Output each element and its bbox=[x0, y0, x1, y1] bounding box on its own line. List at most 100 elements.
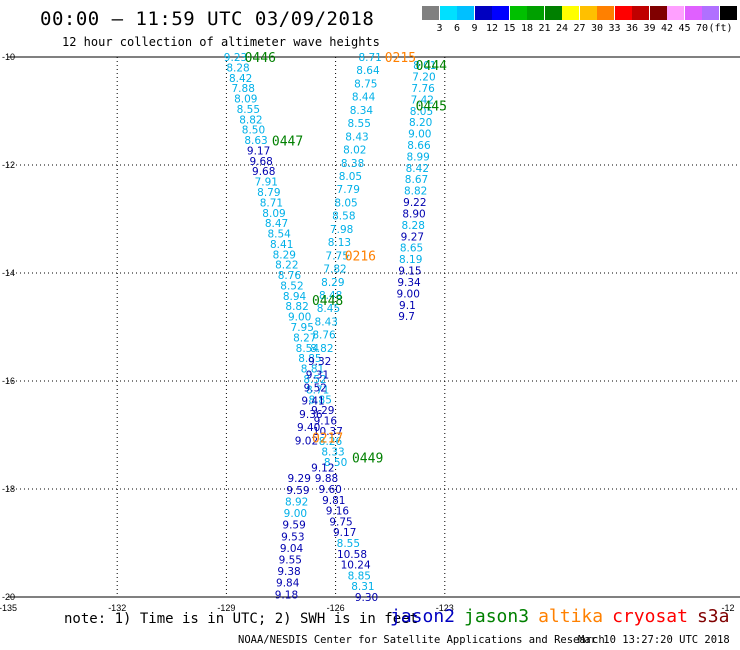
legend-label: 3 bbox=[436, 23, 443, 34]
wave-height-point: 8.29 bbox=[273, 249, 296, 261]
wave-height-point: 8.42 bbox=[229, 73, 252, 85]
wave-height-point: 9.31 bbox=[306, 369, 329, 381]
legend-swatch bbox=[457, 6, 474, 20]
wave-height-point: 8.43 bbox=[345, 131, 368, 143]
wave-height-point: 9.60 bbox=[318, 484, 341, 496]
wave-height-point: 8.66 bbox=[407, 140, 431, 152]
chart-title: 00:00 – 11:59 UTC 03/09/2018 bbox=[40, 8, 375, 30]
x-tick-label: -12 bbox=[721, 603, 734, 613]
wave-height-point: 8.75 bbox=[354, 78, 377, 90]
pass-time-label: 0217 bbox=[312, 432, 343, 447]
wave-height-point: 7.75 bbox=[326, 250, 349, 262]
wave-height-point: 9.12 bbox=[311, 462, 334, 474]
satellite-s3a: s3a bbox=[696, 606, 730, 627]
chart-subtitle: 12 hour collection of altimeter wave hei… bbox=[62, 35, 380, 49]
wave-height-point: 8.26 bbox=[319, 436, 343, 448]
wave-height-point: 8.22 bbox=[275, 260, 298, 272]
wave-height-point: 9.04 bbox=[280, 543, 304, 555]
legend-label: 12 bbox=[485, 23, 499, 34]
wave-height-point: 8.85 bbox=[348, 570, 371, 582]
wave-height-point: 8.71 bbox=[260, 197, 283, 209]
x-tick-label: -135 bbox=[0, 603, 17, 613]
wave-height-point: 9.75 bbox=[329, 516, 352, 528]
legend-label: 18 bbox=[520, 23, 534, 34]
x-tick-label: -132 bbox=[108, 603, 126, 613]
wave-height-point: 9.29 bbox=[311, 405, 334, 417]
wave-height-point: 9.00 bbox=[397, 288, 420, 300]
wave-height-point: 9.00 bbox=[288, 312, 311, 324]
wave-height-point: 8.28 bbox=[402, 220, 425, 232]
wave-height-point: 8.99 bbox=[406, 151, 429, 163]
wave-height-point: 8.34 bbox=[350, 105, 374, 117]
wave-height-point: 9.53 bbox=[281, 531, 304, 543]
wave-height-point: 8.45 bbox=[317, 303, 340, 315]
wave-height-point: 7.88 bbox=[232, 83, 255, 95]
wave-height-point: 9.16 bbox=[314, 415, 338, 427]
wave-height-point: 7.91 bbox=[255, 177, 278, 189]
wave-height-point: 8.47 bbox=[265, 218, 288, 230]
legend-label: 21 bbox=[538, 23, 551, 34]
wave-height-point: 8.82 bbox=[285, 301, 308, 313]
wave-height-point: 9.40 bbox=[297, 422, 320, 434]
legend-label: 30 bbox=[590, 23, 604, 34]
wave-height-point: 9.68 bbox=[249, 156, 272, 168]
wave-height-point: 7.20 bbox=[412, 72, 435, 84]
wave-height-point: 9.34 bbox=[397, 277, 421, 289]
wave-height-point: 7.42 bbox=[411, 94, 434, 106]
wave-height-point: 8.55 bbox=[337, 538, 360, 550]
wave-height-point: 8.28 bbox=[226, 62, 249, 74]
wave-height-point: 10.37 bbox=[313, 426, 343, 438]
wave-height-point: 8.76 bbox=[278, 270, 302, 282]
y-tick-label: -20 bbox=[2, 592, 15, 602]
wave-height-point: 8.85 bbox=[309, 395, 332, 407]
wave-height-point: 10.58 bbox=[337, 549, 367, 561]
wave-height-point: 9.22 bbox=[403, 197, 426, 209]
wave-height-point: 8.55 bbox=[237, 104, 260, 116]
wave-height-point: 9.18 bbox=[275, 589, 298, 601]
legend-swatch bbox=[509, 6, 527, 20]
legend-label: 70 bbox=[695, 23, 709, 34]
wave-height-point: 8.94 bbox=[283, 291, 307, 303]
pass-time-label: 0444 bbox=[416, 59, 447, 74]
wave-height-point: 7.82 bbox=[323, 264, 346, 276]
wave-height-point: 8.50 bbox=[242, 125, 265, 137]
wave-height-point: 8.20 bbox=[409, 117, 432, 129]
legend-swatch bbox=[439, 6, 457, 20]
wave-height-point: 8.92 bbox=[285, 496, 308, 508]
y-tick-label: -16 bbox=[2, 376, 15, 386]
legend-swatch bbox=[649, 6, 667, 20]
credit-line: NOAA/NESDIS Center for Satellite Applica… bbox=[238, 634, 605, 646]
wave-height-point: 9.38 bbox=[277, 566, 300, 578]
wave-height-point: 8.05 bbox=[334, 197, 357, 209]
wave-height-point: 8.09 bbox=[262, 208, 285, 220]
wave-height-point: 9.59 bbox=[282, 520, 305, 532]
wave-height-point: 9.84 bbox=[276, 578, 300, 590]
wave-height-point: 8.52 bbox=[280, 280, 303, 292]
wave-height-point: 8.82 bbox=[239, 114, 262, 126]
wave-height-point: 9.27 bbox=[401, 231, 424, 243]
legend-swatch bbox=[632, 6, 649, 20]
wave-height-point: 8.31 bbox=[351, 581, 374, 593]
timestamp: Mar 10 13:27:20 UTC 2018 bbox=[578, 634, 730, 646]
wave-height-point: 8.19 bbox=[399, 254, 422, 266]
pass-time-label: 0448 bbox=[312, 294, 343, 309]
wave-height-point: 9.15 bbox=[398, 266, 421, 278]
legend-label: 15 bbox=[503, 23, 516, 34]
wave-height-point: 9.32 bbox=[308, 356, 331, 368]
wave-height-point: 9.16 bbox=[326, 506, 350, 518]
legend-label: 24 bbox=[555, 23, 569, 34]
legend-swatch bbox=[614, 6, 632, 20]
y-tick-label: -12 bbox=[2, 160, 15, 170]
wave-height-point: 9.17 bbox=[333, 527, 356, 539]
legend-swatch bbox=[492, 6, 509, 20]
pass-time-label: 0216 bbox=[345, 250, 376, 265]
legend-swatch bbox=[684, 6, 702, 20]
wave-height-point: 8.02 bbox=[343, 145, 366, 157]
wave-height-point: 9.7 bbox=[398, 311, 415, 323]
legend-swatch bbox=[474, 6, 492, 20]
legend-label: 33 bbox=[608, 23, 621, 34]
wave-height-point: 9.29 bbox=[288, 473, 311, 485]
x-tick-label: -123 bbox=[436, 603, 454, 613]
wave-height-point: 8.52 bbox=[303, 374, 326, 386]
